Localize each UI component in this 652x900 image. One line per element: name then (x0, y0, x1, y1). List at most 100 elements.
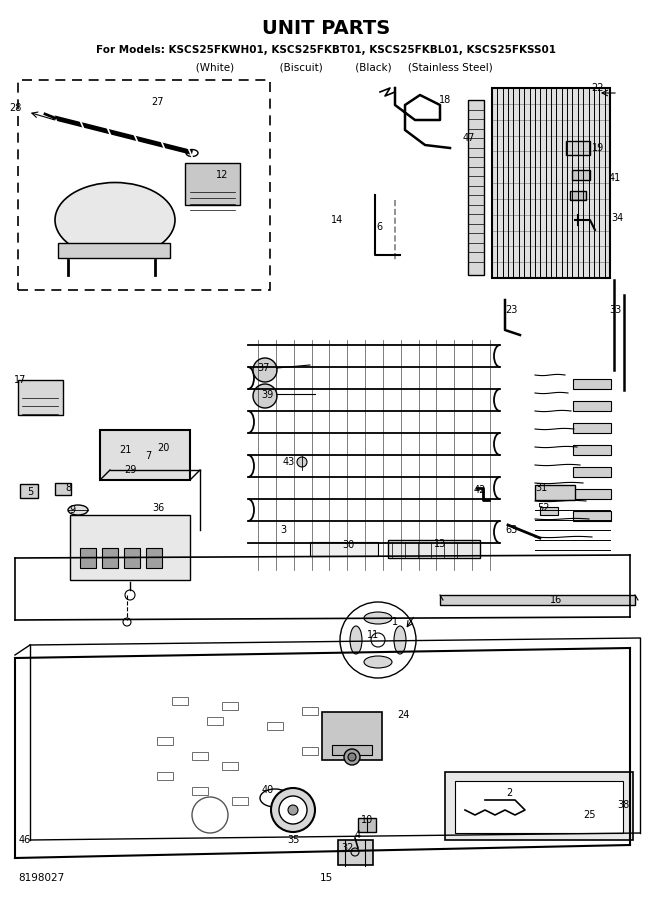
Bar (388, 540, 480, 558)
Text: 28: 28 (9, 103, 21, 113)
Bar (222, 702, 238, 710)
Text: 16: 16 (550, 595, 562, 605)
Text: 5: 5 (27, 487, 33, 497)
Circle shape (297, 457, 307, 467)
Text: 20: 20 (157, 443, 169, 453)
Bar (332, 745, 372, 755)
Bar (570, 191, 586, 200)
Text: 12: 12 (216, 170, 228, 180)
Text: 47: 47 (463, 133, 475, 143)
Bar (455, 781, 623, 833)
Bar (572, 170, 590, 180)
Ellipse shape (364, 656, 392, 668)
Circle shape (288, 805, 298, 815)
Text: 4: 4 (355, 830, 361, 840)
Circle shape (125, 590, 135, 600)
Text: 15: 15 (319, 873, 333, 883)
Bar (573, 379, 611, 389)
Text: 24: 24 (397, 710, 409, 720)
Bar (70, 515, 190, 580)
Bar (157, 772, 173, 780)
Text: UNIT PARTS: UNIT PARTS (262, 19, 390, 38)
Bar (310, 542, 378, 556)
Text: 63: 63 (506, 525, 518, 535)
Text: 23: 23 (505, 305, 517, 315)
Bar (573, 445, 611, 455)
Circle shape (123, 618, 131, 626)
Ellipse shape (394, 626, 406, 654)
Bar (232, 797, 248, 805)
Text: 41: 41 (609, 173, 621, 183)
Text: 38: 38 (617, 800, 629, 810)
Ellipse shape (364, 612, 392, 624)
Bar (358, 818, 376, 832)
Bar (185, 163, 240, 205)
Text: 13: 13 (434, 539, 446, 549)
Circle shape (253, 384, 277, 408)
Text: 39: 39 (261, 390, 273, 400)
Text: For Models: KSCS25FKWH01, KSCS25FKBT01, KSCS25FKBL01, KSCS25FKSS01: For Models: KSCS25FKWH01, KSCS25FKBT01, … (96, 45, 556, 55)
Text: 14: 14 (331, 215, 343, 225)
Bar (302, 747, 318, 755)
Text: 43: 43 (283, 457, 295, 467)
Text: 7: 7 (145, 451, 151, 461)
Bar (540, 507, 558, 515)
Bar (573, 511, 611, 521)
Bar (192, 752, 208, 760)
Text: 36: 36 (152, 503, 164, 513)
Bar (440, 595, 635, 605)
Text: 29: 29 (124, 465, 136, 475)
Bar (207, 717, 223, 725)
Bar (573, 489, 611, 499)
Bar (172, 697, 188, 705)
Bar (445, 772, 633, 840)
Bar (267, 722, 283, 730)
Text: 31: 31 (535, 483, 547, 493)
Bar (20, 484, 38, 498)
Bar (573, 401, 611, 411)
Circle shape (351, 848, 359, 856)
Circle shape (279, 796, 307, 824)
Text: 10: 10 (361, 815, 373, 825)
Bar (492, 88, 610, 278)
Bar (192, 787, 208, 795)
Text: 11: 11 (367, 630, 379, 640)
FancyBboxPatch shape (58, 243, 170, 258)
Bar (322, 712, 382, 760)
Ellipse shape (55, 183, 175, 257)
Bar (573, 467, 611, 477)
Text: 17: 17 (14, 375, 26, 385)
Bar (124, 548, 140, 568)
Bar (80, 548, 96, 568)
Text: 35: 35 (287, 835, 299, 845)
Bar (222, 762, 238, 770)
Text: 8198027: 8198027 (18, 873, 65, 883)
Bar (18, 380, 63, 415)
Text: 37: 37 (258, 363, 270, 373)
Text: 34: 34 (611, 213, 623, 223)
Bar (157, 737, 173, 745)
Text: 30: 30 (342, 540, 354, 550)
Text: 42: 42 (474, 485, 486, 495)
Bar (55, 483, 71, 495)
Text: 18: 18 (439, 95, 451, 105)
Text: (White)              (Biscuit)          (Black)     (Stainless Steel): (White) (Biscuit) (Black) (Stainless Ste… (160, 62, 492, 72)
Text: 19: 19 (592, 143, 604, 153)
Bar (566, 141, 590, 155)
Bar (302, 707, 318, 715)
Text: 8: 8 (65, 483, 71, 493)
Text: 2: 2 (506, 788, 512, 798)
Bar (146, 548, 162, 568)
Ellipse shape (350, 626, 362, 654)
Circle shape (371, 633, 385, 647)
Bar (338, 840, 373, 865)
Bar (468, 100, 484, 275)
Text: 40: 40 (262, 785, 274, 795)
Text: 9: 9 (69, 505, 75, 515)
Text: 32: 32 (342, 843, 354, 853)
Bar (18, 80, 270, 290)
Bar (100, 430, 190, 480)
Bar (573, 423, 611, 433)
Circle shape (348, 753, 356, 761)
Text: 22: 22 (591, 83, 603, 93)
